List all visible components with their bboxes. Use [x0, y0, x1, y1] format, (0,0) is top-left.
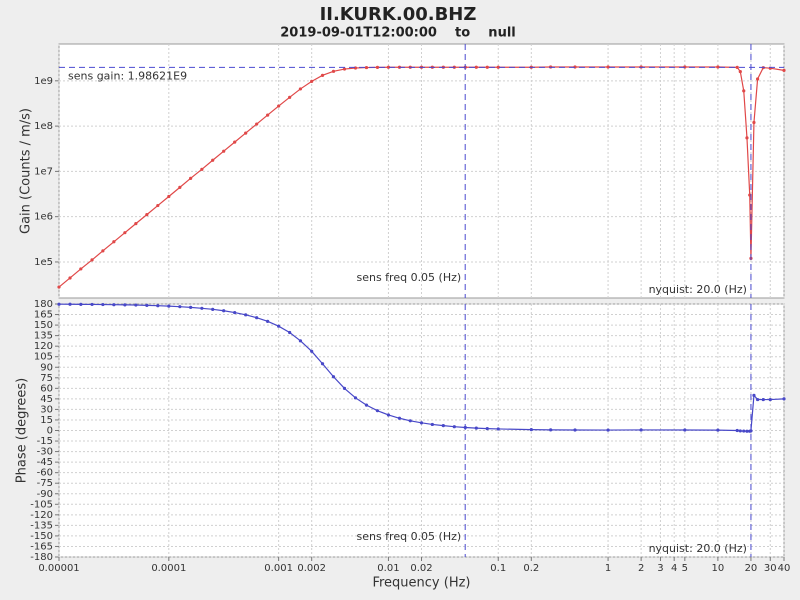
chart-title: II.KURK.00.BHZ — [320, 4, 477, 25]
data-line — [57, 302, 786, 433]
y-tick-label: 135 — [34, 331, 53, 342]
x-tick-label: 0.0001 — [151, 563, 186, 574]
y-tick-label: -30 — [37, 447, 53, 458]
y-tick-label: 15 — [40, 415, 53, 426]
y-tick-label: 180 — [34, 299, 53, 310]
x-tick-label: 3 — [657, 563, 663, 574]
y-tick-label: 150 — [34, 320, 53, 331]
y-tick-label: -165 — [30, 541, 53, 552]
x-tick-label: 0.00001 — [38, 563, 79, 574]
y-tick-label: -180 — [30, 552, 53, 563]
y-tick-label: 120 — [34, 341, 53, 352]
reference-label: nyquist: 20.0 (Hz) — [649, 542, 747, 555]
y-tick-label: -105 — [30, 499, 53, 510]
reference-label: sens gain: 1.98621E9 — [68, 69, 187, 82]
chart-subtitle: 2019-09-01T12:00:00 to null — [280, 26, 515, 41]
reference-label: nyquist: 20.0 (Hz) — [649, 283, 747, 296]
y-tick-label: 1e7 — [34, 166, 53, 177]
y-tick-label: 45 — [40, 394, 53, 405]
y-tick-label: 30 — [40, 404, 53, 415]
y-axis-label: Gain (Counts / m/s) — [19, 108, 34, 234]
y-tick-label: -120 — [30, 510, 53, 521]
y-tick-label: -60 — [37, 468, 53, 479]
y-tick-label: 0 — [47, 426, 53, 437]
y-tick-label: 75 — [40, 373, 53, 384]
y-tick-label: 1e6 — [34, 212, 53, 223]
y-tick-label: 90 — [40, 362, 53, 373]
x-tick-label: 1 — [605, 563, 611, 574]
y-tick-label: 60 — [40, 383, 53, 394]
x-tick-label: 0.2 — [523, 563, 539, 574]
x-tick-label: 0.1 — [490, 563, 506, 574]
y-tick-label: -75 — [37, 478, 53, 489]
y-tick-label: 165 — [34, 310, 53, 321]
x-tick-label: 2 — [638, 563, 644, 574]
x-axis-label: Frequency (Hz) — [372, 576, 470, 591]
x-tick-label: 40 — [778, 563, 791, 574]
x-tick-label: 20 — [745, 563, 758, 574]
y-axis-label: Phase (degrees) — [15, 378, 30, 483]
y-tick-label: -90 — [37, 489, 53, 500]
reference-label: sens freq 0.05 (Hz) — [356, 530, 461, 543]
y-tick-label: -135 — [30, 520, 53, 531]
y-tick-label: 1e5 — [34, 257, 53, 268]
reference-label: sens freq 0.05 (Hz) — [356, 271, 461, 284]
x-tick-label: 30 — [764, 563, 777, 574]
y-tick-label: -45 — [37, 457, 53, 468]
data-line — [57, 65, 786, 289]
y-tick-label: 105 — [34, 352, 53, 363]
x-tick-label: 0.02 — [410, 563, 432, 574]
x-tick-label: 4 — [671, 563, 677, 574]
y-tick-label: 1e8 — [34, 121, 53, 132]
x-tick-label: 0.001 — [264, 563, 293, 574]
y-tick-label: -150 — [30, 531, 53, 542]
x-tick-label: 0.002 — [297, 563, 326, 574]
y-tick-label: 1e9 — [34, 76, 53, 87]
x-tick-label: 0.01 — [377, 563, 399, 574]
x-tick-label: 10 — [712, 563, 725, 574]
x-tick-label: 5 — [682, 563, 688, 574]
y-tick-label: -15 — [37, 436, 53, 447]
